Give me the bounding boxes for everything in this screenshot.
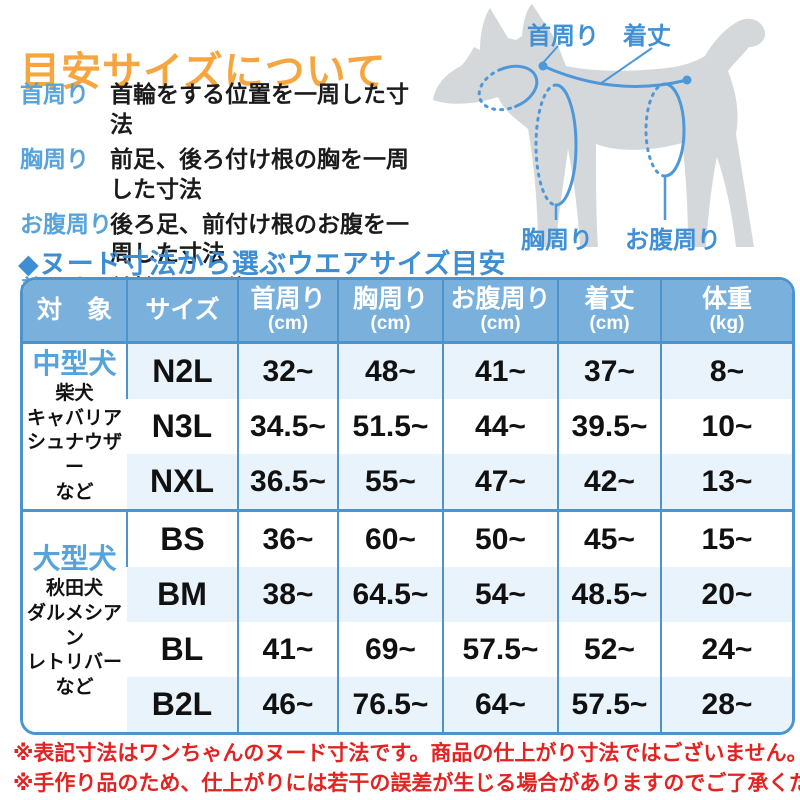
cell-belly: 57.5~ (442, 622, 558, 677)
neck-ring (477, 64, 539, 112)
belly-ring (644, 82, 686, 178)
cell-size: BS (126, 509, 238, 567)
cell-neck: 36.5~ (237, 454, 338, 511)
cell-chest: 69~ (337, 622, 443, 677)
cell-length: 39.5~ (557, 399, 661, 454)
definition-term-chest: 胸周り (20, 145, 89, 172)
cell-weight: 15~ (660, 509, 792, 567)
group-breeds: 柴犬 キャバリア シュナウザー など (26, 382, 122, 503)
group-name: 大型犬 (32, 543, 117, 575)
cell-chest: 48~ (337, 342, 443, 399)
group-breeds: 秋田犬 ダルメシアン レトリバー など (26, 578, 122, 699)
cell-weight: 24~ (660, 622, 792, 677)
cell-weight: 10~ (660, 399, 792, 454)
table-row: NXL 36.5~ 55~ 47~ 42~ 13~ (23, 454, 792, 511)
cell-weight: 13~ (660, 454, 792, 511)
cell-length: 48.5~ (557, 567, 661, 622)
diagram-label-length: 着丈 (623, 23, 671, 50)
cell-length: 37~ (557, 342, 661, 399)
cell-length: 45~ (557, 509, 661, 567)
header-chest: 胸周り (cm) (337, 280, 443, 344)
diagram-label-neck: 首周り (527, 23, 599, 50)
cell-belly: 54~ (442, 567, 558, 622)
definition-desc-belly: 後ろ足、前付け根のお腹を一周した寸法 (110, 210, 409, 267)
size-chart-heading: ◆ヌード寸法から選ぶウエアサイズ目安 (18, 249, 506, 279)
dog-measurement-diagram: 首周り 着丈 胸周り お腹周り (415, 0, 800, 262)
cell-weight: 8~ (660, 342, 792, 399)
definition-row: お腹周り 後ろ足、前付け根のお腹を一周した寸法 (20, 210, 430, 270)
group-cell-medium-dogs: 中型犬 柴犬 キャバリア シュナウザー など (23, 342, 127, 511)
cell-size: N2L (126, 342, 238, 399)
footer-notes: ※表記寸法はワンちゃんのヌード寸法です。商品の仕上がり寸法ではございません。 ※… (13, 739, 800, 799)
chest-ring (534, 83, 578, 207)
dog-silhouette (433, 4, 766, 247)
cell-size: N3L (127, 399, 238, 454)
header-size: サイズ (126, 280, 238, 344)
cell-neck: 32~ (237, 342, 338, 399)
cell-neck: 46~ (237, 677, 338, 732)
measurement-definitions: 首周り 首輪をする位置を一周した寸法 胸周り 前足、後ろ付け根の胸を一周した寸法… (20, 80, 430, 339)
length-start-dot (538, 61, 548, 71)
table-row: BL 41~ 69~ 57.5~ 52~ 24~ (23, 622, 792, 677)
cell-chest: 55~ (337, 454, 443, 511)
cell-size: NXL (127, 454, 238, 511)
cell-belly: 64~ (442, 677, 558, 732)
group-name: 中型犬 (32, 347, 117, 379)
definition-desc-chest: 前足、後ろ付け根の胸を一周した寸法 (110, 145, 409, 202)
header-belly: お腹周り (cm) (442, 280, 558, 344)
header-length: 着丈 (cm) (557, 280, 661, 344)
cell-length: 57.5~ (557, 677, 661, 732)
length-pointer-line (599, 47, 653, 85)
note-nude-size: ※表記寸法はワンちゃんのヌード寸法です。商品の仕上がり寸法ではございません。 (13, 742, 800, 765)
back-length-line (541, 64, 689, 88)
definition-term-neck: 首周り (20, 81, 89, 107)
cell-chest: 51.5~ (337, 399, 443, 454)
group-cell-large-dogs: 大型犬 秋田犬 ダルメシアン レトリバー など (23, 509, 127, 732)
length-end-dot (682, 75, 692, 85)
cell-weight: 28~ (660, 677, 792, 732)
cell-length: 52~ (557, 622, 661, 677)
cell-neck: 41~ (237, 622, 338, 677)
definition-term-belly: お腹周り (20, 210, 112, 237)
table-row: 中型犬 柴犬 キャバリア シュナウザー など N2L 32~ 48~ 41~ 3… (23, 342, 792, 511)
dog-diagram-canvas (433, 4, 766, 247)
cell-chest: 76.5~ (337, 677, 443, 732)
cell-chest: 64.5~ (337, 567, 443, 622)
cell-size: BL (127, 622, 238, 677)
cell-chest: 60~ (337, 509, 443, 567)
table-row: BM 38~ 64.5~ 54~ 48.5~ 20~ (23, 567, 792, 622)
table-row: 大型犬 秋田犬 ダルメシアン レトリバー など BS 36~ 60~ 50~ 4… (23, 509, 792, 732)
cell-size: BM (127, 567, 238, 622)
cell-neck: 34.5~ (237, 399, 338, 454)
definition-row: 首周り 首輪をする位置を一周した寸法 (20, 80, 430, 140)
header-weight: 体重 (kg) (660, 280, 792, 344)
definition-row: 胸周り 前足、後ろ付け根の胸を一周した寸法 (20, 145, 430, 205)
cell-neck: 38~ (237, 567, 338, 622)
cell-weight: 20~ (660, 567, 792, 622)
diagram-label-belly: お腹周り (625, 227, 721, 254)
cell-neck: 36~ (237, 509, 338, 567)
header-target: 対 象 (23, 280, 127, 344)
cell-belly: 41~ (442, 342, 558, 399)
definition-desc-neck: 首輪をする位置を一周した寸法 (110, 81, 409, 137)
cell-belly: 50~ (442, 509, 558, 567)
page-title: 目安サイズについて (20, 49, 387, 94)
size-chart-table: 対 象 サイズ 首周り (cm) 胸周り (cm) お腹周り (cm) 着丈 (cm) … (23, 280, 792, 732)
table-row: B2L 46~ 76.5~ 64~ 57.5~ 28~ (23, 677, 792, 732)
diagram-label-chest: 胸周り (521, 227, 593, 254)
table-header-row: 対 象 サイズ 首周り (cm) 胸周り (cm) お腹周り (cm) 着丈 (cm) … (23, 280, 792, 344)
neck-pointer-line (541, 45, 559, 65)
cell-belly: 44~ (442, 399, 558, 454)
cell-length: 42~ (557, 454, 661, 511)
cell-size: B2L (127, 677, 238, 732)
table-row: N3L 34.5~ 51.5~ 44~ 39.5~ 10~ (23, 399, 792, 454)
cell-belly: 47~ (442, 454, 558, 511)
header-neck: 首周り (cm) (237, 280, 338, 344)
size-chart-table-container: 対 象 サイズ 首周り (cm) 胸周り (cm) お腹周り (cm) 着丈 (cm) … (20, 277, 795, 735)
note-handmade-tolerance: ※手作り品のため、仕上がりには若干の誤差が生じる場合がありますのでご了承ください… (13, 771, 800, 795)
